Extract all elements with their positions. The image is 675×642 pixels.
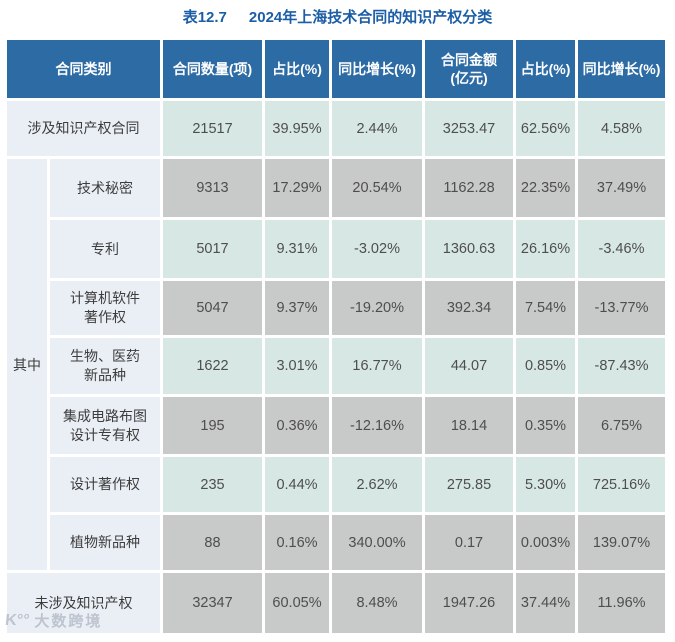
table-title: 表12.7 2024年上海技术合同的知识产权分类 <box>0 0 675 26</box>
data-cell: 0.16% <box>265 515 329 570</box>
data-cell: 0.17 <box>425 515 513 570</box>
data-cell: 88 <box>163 515 262 570</box>
data-cell: 195 <box>163 397 262 454</box>
header-cell-count-share: 占比(%) <box>265 40 329 98</box>
data-cell: 9.37% <box>265 281 329 335</box>
ip-classification-table: 合同类别 合同数量(项) 占比(%) 同比增长(%) 合同金额 (亿元) 占比(… <box>4 37 668 636</box>
header-cell-category: 合同类别 <box>7 40 160 98</box>
data-cell: -3.02% <box>332 220 422 278</box>
data-cell: 1622 <box>163 338 262 394</box>
table-number: 表12.7 <box>182 9 227 26</box>
data-cell: -13.77% <box>578 281 665 335</box>
row-label-cell: 生物、医药 新品种 <box>50 338 160 394</box>
data-cell: -19.20% <box>332 281 422 335</box>
data-cell: 39.95% <box>265 101 329 156</box>
data-cell: 4.58% <box>578 101 665 156</box>
data-cell: 1947.26 <box>425 573 513 633</box>
table-row-plant-variety: 植物新品种 88 0.16% 340.00% 0.17 0.003% 139.0… <box>7 515 665 570</box>
table-row-software-copyright: 计算机软件 著作权 5047 9.37% -19.20% 392.34 7.54… <box>7 281 665 335</box>
table-row-design-copyright: 设计著作权 235 0.44% 2.62% 275.85 5.30% 725.1… <box>7 457 665 512</box>
header-cell-count-yoy: 同比增长(%) <box>332 40 422 98</box>
header-cell-amount-share: 占比(%) <box>516 40 575 98</box>
data-cell: 8.48% <box>332 573 422 633</box>
data-cell: 5.30% <box>516 457 575 512</box>
data-cell: 3.01% <box>265 338 329 394</box>
data-cell: 9.31% <box>265 220 329 278</box>
row-label-cell: 集成电路布图 设计专有权 <box>50 397 160 454</box>
data-cell: 0.003% <box>516 515 575 570</box>
data-cell: 340.00% <box>332 515 422 570</box>
data-cell: 0.35% <box>516 397 575 454</box>
data-cell: -87.43% <box>578 338 665 394</box>
data-cell: 1162.28 <box>425 159 513 217</box>
data-cell: 11.96% <box>578 573 665 633</box>
table-row-ic-layout: 集成电路布图 设计专有权 195 0.36% -12.16% 18.14 0.3… <box>7 397 665 454</box>
table-title-text: 2024年上海技术合同的知识产权分类 <box>248 9 493 26</box>
data-cell: 22.35% <box>516 159 575 217</box>
table-row-ip-related: 涉及知识产权合同 21517 39.95% 2.44% 3253.47 62.5… <box>7 101 665 156</box>
data-cell: 9313 <box>163 159 262 217</box>
data-cell: 725.16% <box>578 457 665 512</box>
data-cell: 0.85% <box>516 338 575 394</box>
data-cell: 6.75% <box>578 397 665 454</box>
data-cell: -3.46% <box>578 220 665 278</box>
data-cell: 37.49% <box>578 159 665 217</box>
data-cell: 0.44% <box>265 457 329 512</box>
data-cell: 0.36% <box>265 397 329 454</box>
header-cell-amount-yoy: 同比增长(%) <box>578 40 665 98</box>
table-row-non-ip: 未涉及知识产权 32347 60.05% 8.48% 1947.26 37.44… <box>7 573 665 633</box>
row-label-cell: 涉及知识产权合同 <box>7 101 160 156</box>
data-cell: 20.54% <box>332 159 422 217</box>
row-label-cell: 技术秘密 <box>50 159 160 217</box>
data-cell: 26.16% <box>516 220 575 278</box>
header-cell-count: 合同数量(项) <box>163 40 262 98</box>
data-cell: -12.16% <box>332 397 422 454</box>
table-row-bio-medicine: 生物、医药 新品种 1622 3.01% 16.77% 44.07 0.85% … <box>7 338 665 394</box>
data-cell: 2.62% <box>332 457 422 512</box>
data-cell: 139.07% <box>578 515 665 570</box>
data-cell: 44.07 <box>425 338 513 394</box>
row-label-cell: 设计著作权 <box>50 457 160 512</box>
group-label-cell: 其中 <box>7 159 47 570</box>
header-row: 合同类别 合同数量(项) 占比(%) 同比增长(%) 合同金额 (亿元) 占比(… <box>7 40 665 98</box>
data-cell: 62.56% <box>516 101 575 156</box>
row-label-cell: 专利 <box>50 220 160 278</box>
data-cell: 60.05% <box>265 573 329 633</box>
data-cell: 392.34 <box>425 281 513 335</box>
data-cell: 18.14 <box>425 397 513 454</box>
data-cell: 2.44% <box>332 101 422 156</box>
table-row-patent: 专利 5017 9.31% -3.02% 1360.63 26.16% -3.4… <box>7 220 665 278</box>
header-cell-amount: 合同金额 (亿元) <box>425 40 513 98</box>
table-row-tech-secret: 其中 技术秘密 9313 17.29% 20.54% 1162.28 22.35… <box>7 159 665 570</box>
data-cell: 275.85 <box>425 457 513 512</box>
data-cell: 3253.47 <box>425 101 513 156</box>
data-cell: 5047 <box>163 281 262 335</box>
data-cell: 5017 <box>163 220 262 278</box>
row-label-cell: 植物新品种 <box>50 515 160 570</box>
data-cell: 21517 <box>163 101 262 156</box>
data-cell: 235 <box>163 457 262 512</box>
data-cell: 1360.63 <box>425 220 513 278</box>
data-cell: 37.44% <box>516 573 575 633</box>
row-label-cell: 计算机软件 著作权 <box>50 281 160 335</box>
data-cell: 17.29% <box>265 159 329 217</box>
row-label-cell: 未涉及知识产权 <box>7 573 160 633</box>
data-cell: 7.54% <box>516 281 575 335</box>
data-cell: 16.77% <box>332 338 422 394</box>
data-cell: 32347 <box>163 573 262 633</box>
